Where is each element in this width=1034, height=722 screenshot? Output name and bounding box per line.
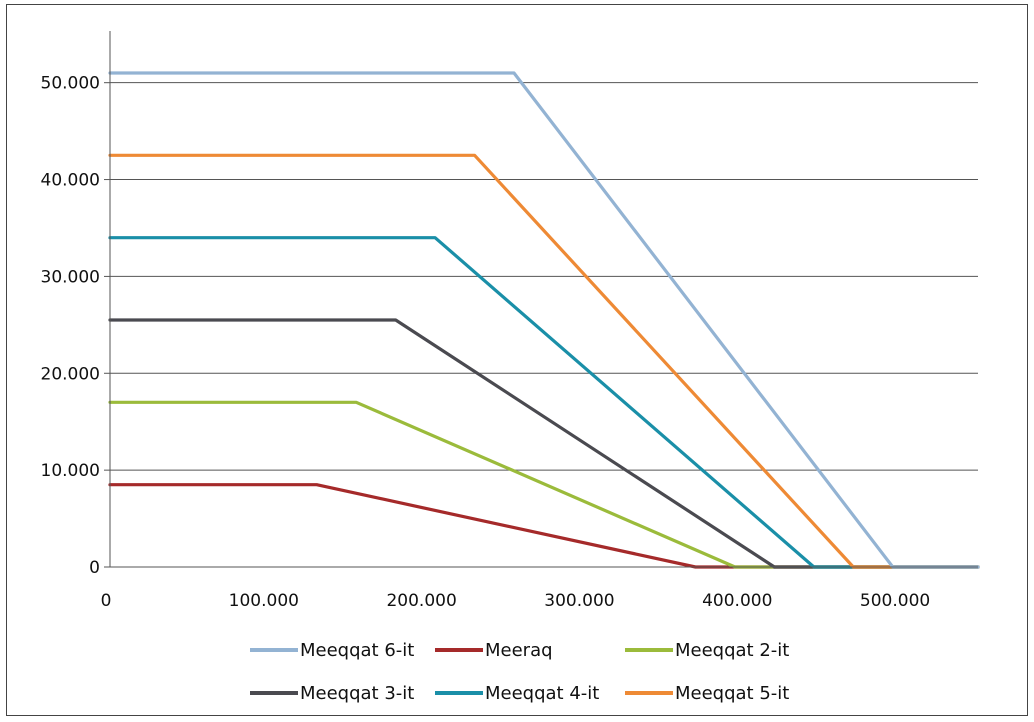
y-tick-label-1: 10.000 <box>41 461 100 481</box>
x-tick-label-4: 400.000 <box>702 591 772 611</box>
x-tick-label-5: 500.000 <box>860 591 930 611</box>
legend-label-3: Meeqqat 3-it <box>300 683 414 704</box>
series-line-1 <box>108 483 980 569</box>
legend-label-2: Meeqqat 2-it <box>675 640 789 661</box>
legend-label-0: Meeqqat 6-it <box>300 640 414 661</box>
legend: Meeqqat 6-it Meeraq Meeqqat 2-it Meeqqat 3-… <box>250 640 789 704</box>
series-lines <box>108 71 980 569</box>
legend-label-5: Meeqqat 5-it <box>675 683 789 704</box>
y-tick-labels: 0 10.000 20.000 30.000 40.000 50.000 <box>41 74 110 578</box>
legend-label-4: Meeqqat 4-it <box>485 683 599 704</box>
legend-label-1: Meeraq <box>485 640 553 661</box>
y-tick-label-3: 30.000 <box>41 267 100 287</box>
y-tick-label-4: 40.000 <box>41 171 100 191</box>
y-tick-label-0: 0 <box>89 558 100 578</box>
chart-frame <box>6 4 1028 716</box>
x-tick-label-1: 100.000 <box>229 591 299 611</box>
y-tick-label-5: 50.000 <box>41 74 100 94</box>
x-tick-label-2: 200.000 <box>386 591 456 611</box>
gridlines <box>110 82 978 471</box>
series-line-5 <box>108 153 980 569</box>
x-tick-label-0: 0 <box>101 591 112 611</box>
series-line-3 <box>108 318 980 569</box>
y-tick-label-2: 20.000 <box>41 364 100 384</box>
x-tick-label-3: 300.000 <box>544 591 614 611</box>
axes <box>109 31 978 568</box>
x-tick-labels: 0 100.000 200.000 300.000 400.000 500.000 <box>101 591 931 611</box>
